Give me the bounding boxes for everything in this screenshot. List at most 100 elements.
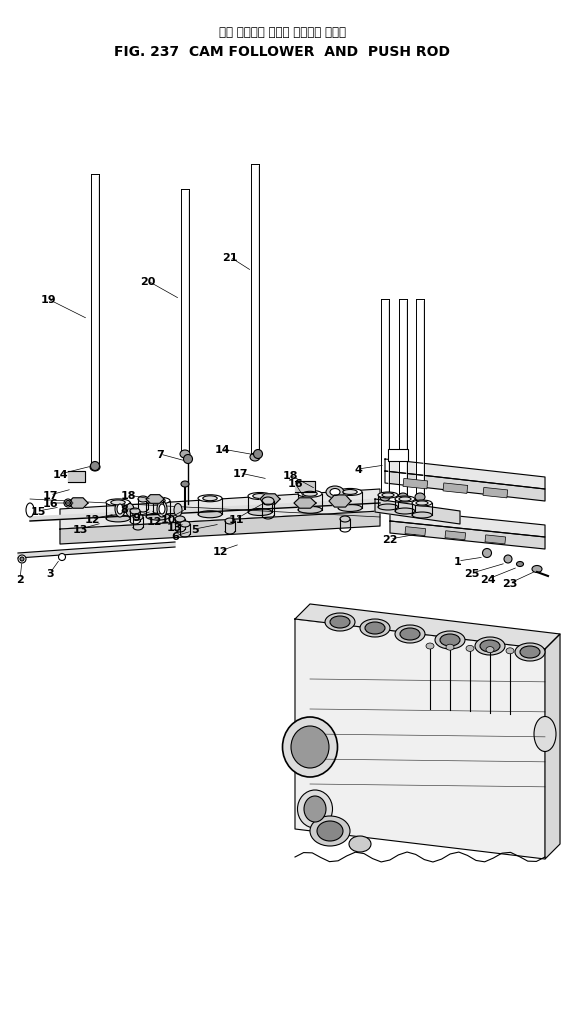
Polygon shape [390,522,545,549]
Ellipse shape [175,517,185,523]
Ellipse shape [483,549,492,558]
Text: 7: 7 [156,449,164,460]
Ellipse shape [395,626,425,643]
Text: 2: 2 [16,575,24,585]
Ellipse shape [475,637,505,655]
Ellipse shape [26,503,34,518]
Ellipse shape [198,512,222,519]
Ellipse shape [115,501,125,518]
Ellipse shape [203,496,217,501]
Text: 22: 22 [383,535,398,544]
Polygon shape [295,620,545,859]
Polygon shape [390,510,545,537]
Text: 16: 16 [287,479,303,488]
Polygon shape [60,489,380,530]
Ellipse shape [506,648,514,654]
Ellipse shape [343,490,357,495]
Ellipse shape [248,510,272,516]
Ellipse shape [395,496,415,502]
Ellipse shape [253,494,267,499]
Polygon shape [399,300,407,494]
Ellipse shape [338,505,362,512]
Ellipse shape [466,646,474,652]
Polygon shape [30,499,380,522]
Text: 15: 15 [31,506,46,517]
Ellipse shape [412,500,432,506]
Text: 21: 21 [222,253,238,263]
Ellipse shape [412,513,432,519]
Text: FIG. 237  CAM FOLLOWER  AND  PUSH ROD: FIG. 237 CAM FOLLOWER AND PUSH ROD [114,45,450,59]
Ellipse shape [340,517,350,523]
Polygon shape [375,499,460,525]
Polygon shape [68,472,85,483]
Text: 12: 12 [84,515,100,525]
Ellipse shape [66,501,71,506]
Ellipse shape [146,514,170,521]
Bar [445,531,466,540]
Text: 19: 19 [40,294,56,305]
Ellipse shape [304,796,326,822]
Ellipse shape [198,495,222,502]
Ellipse shape [398,493,408,501]
Ellipse shape [426,643,434,649]
Ellipse shape [64,499,72,507]
Ellipse shape [382,493,394,497]
Ellipse shape [415,493,425,501]
Ellipse shape [325,613,355,632]
Text: 10: 10 [160,515,176,525]
Ellipse shape [298,506,322,514]
Ellipse shape [515,643,545,661]
Polygon shape [329,495,351,507]
Ellipse shape [516,561,524,567]
Ellipse shape [380,493,390,501]
Ellipse shape [360,620,390,637]
Text: 16: 16 [42,498,58,508]
Ellipse shape [180,450,190,459]
Polygon shape [18,542,175,558]
Ellipse shape [317,821,343,841]
Text: 6: 6 [171,532,179,541]
Ellipse shape [440,635,460,646]
Ellipse shape [378,504,398,511]
Text: 13: 13 [72,525,88,535]
Ellipse shape [157,501,167,518]
Polygon shape [385,460,545,489]
Ellipse shape [326,486,344,498]
Ellipse shape [181,482,189,487]
Text: 11: 11 [228,515,244,525]
Text: 9: 9 [132,513,140,523]
Ellipse shape [399,497,411,501]
Polygon shape [68,498,88,508]
Bar [443,483,468,494]
Text: 23: 23 [502,579,518,588]
Polygon shape [545,635,560,859]
Ellipse shape [400,629,420,640]
Ellipse shape [330,489,340,496]
Ellipse shape [130,508,140,515]
Ellipse shape [250,453,260,462]
Text: 5: 5 [191,525,199,535]
Bar [485,535,506,544]
Ellipse shape [446,645,454,650]
Ellipse shape [262,497,274,505]
Ellipse shape [298,491,322,497]
Text: 4: 4 [354,465,362,475]
Ellipse shape [395,508,415,515]
Bar [483,488,508,498]
Ellipse shape [20,557,24,561]
Ellipse shape [310,816,350,846]
Polygon shape [295,604,560,649]
Text: 20: 20 [140,277,156,286]
Ellipse shape [184,455,193,464]
Ellipse shape [133,515,143,521]
Ellipse shape [159,504,165,515]
Ellipse shape [303,492,317,496]
Ellipse shape [534,716,556,752]
Ellipse shape [298,790,332,828]
Text: 17: 17 [42,490,58,500]
Polygon shape [416,300,424,494]
Ellipse shape [138,496,148,502]
Ellipse shape [254,450,263,459]
Ellipse shape [378,492,398,498]
Bar [403,479,428,489]
